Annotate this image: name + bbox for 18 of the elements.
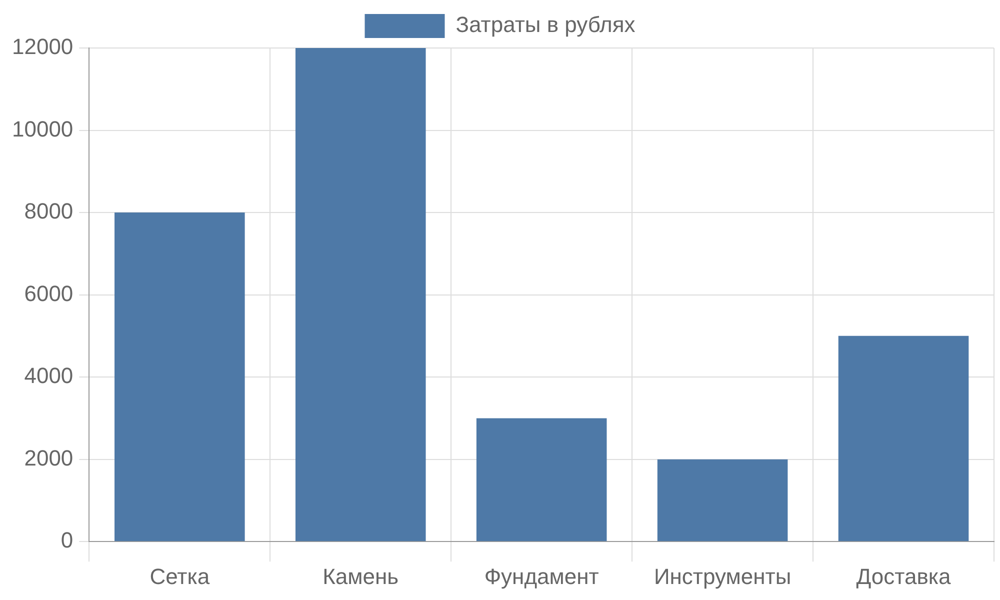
legend-label: Затраты в рублях [456,12,636,38]
bar [657,459,788,542]
bar [114,212,245,542]
bar [838,336,969,542]
y-tick-label: 0 [60,528,74,553]
bar [476,418,607,542]
y-tick-label: 4000 [24,363,74,388]
x-tick-label: Фундамент [484,564,599,589]
y-tick-label: 12000 [12,34,74,60]
x-tick-label: Инструменты [654,564,792,589]
x-tick-label: Камень [322,564,399,589]
y-tick-label: 10000 [12,116,74,142]
y-tick-label: 2000 [24,445,74,470]
y-tick-label: 8000 [24,198,74,224]
x-tick-label: Сетка [150,564,210,589]
y-tick-label: 6000 [24,280,74,306]
x-tick-label: Доставка [856,564,952,589]
bar [295,48,426,542]
